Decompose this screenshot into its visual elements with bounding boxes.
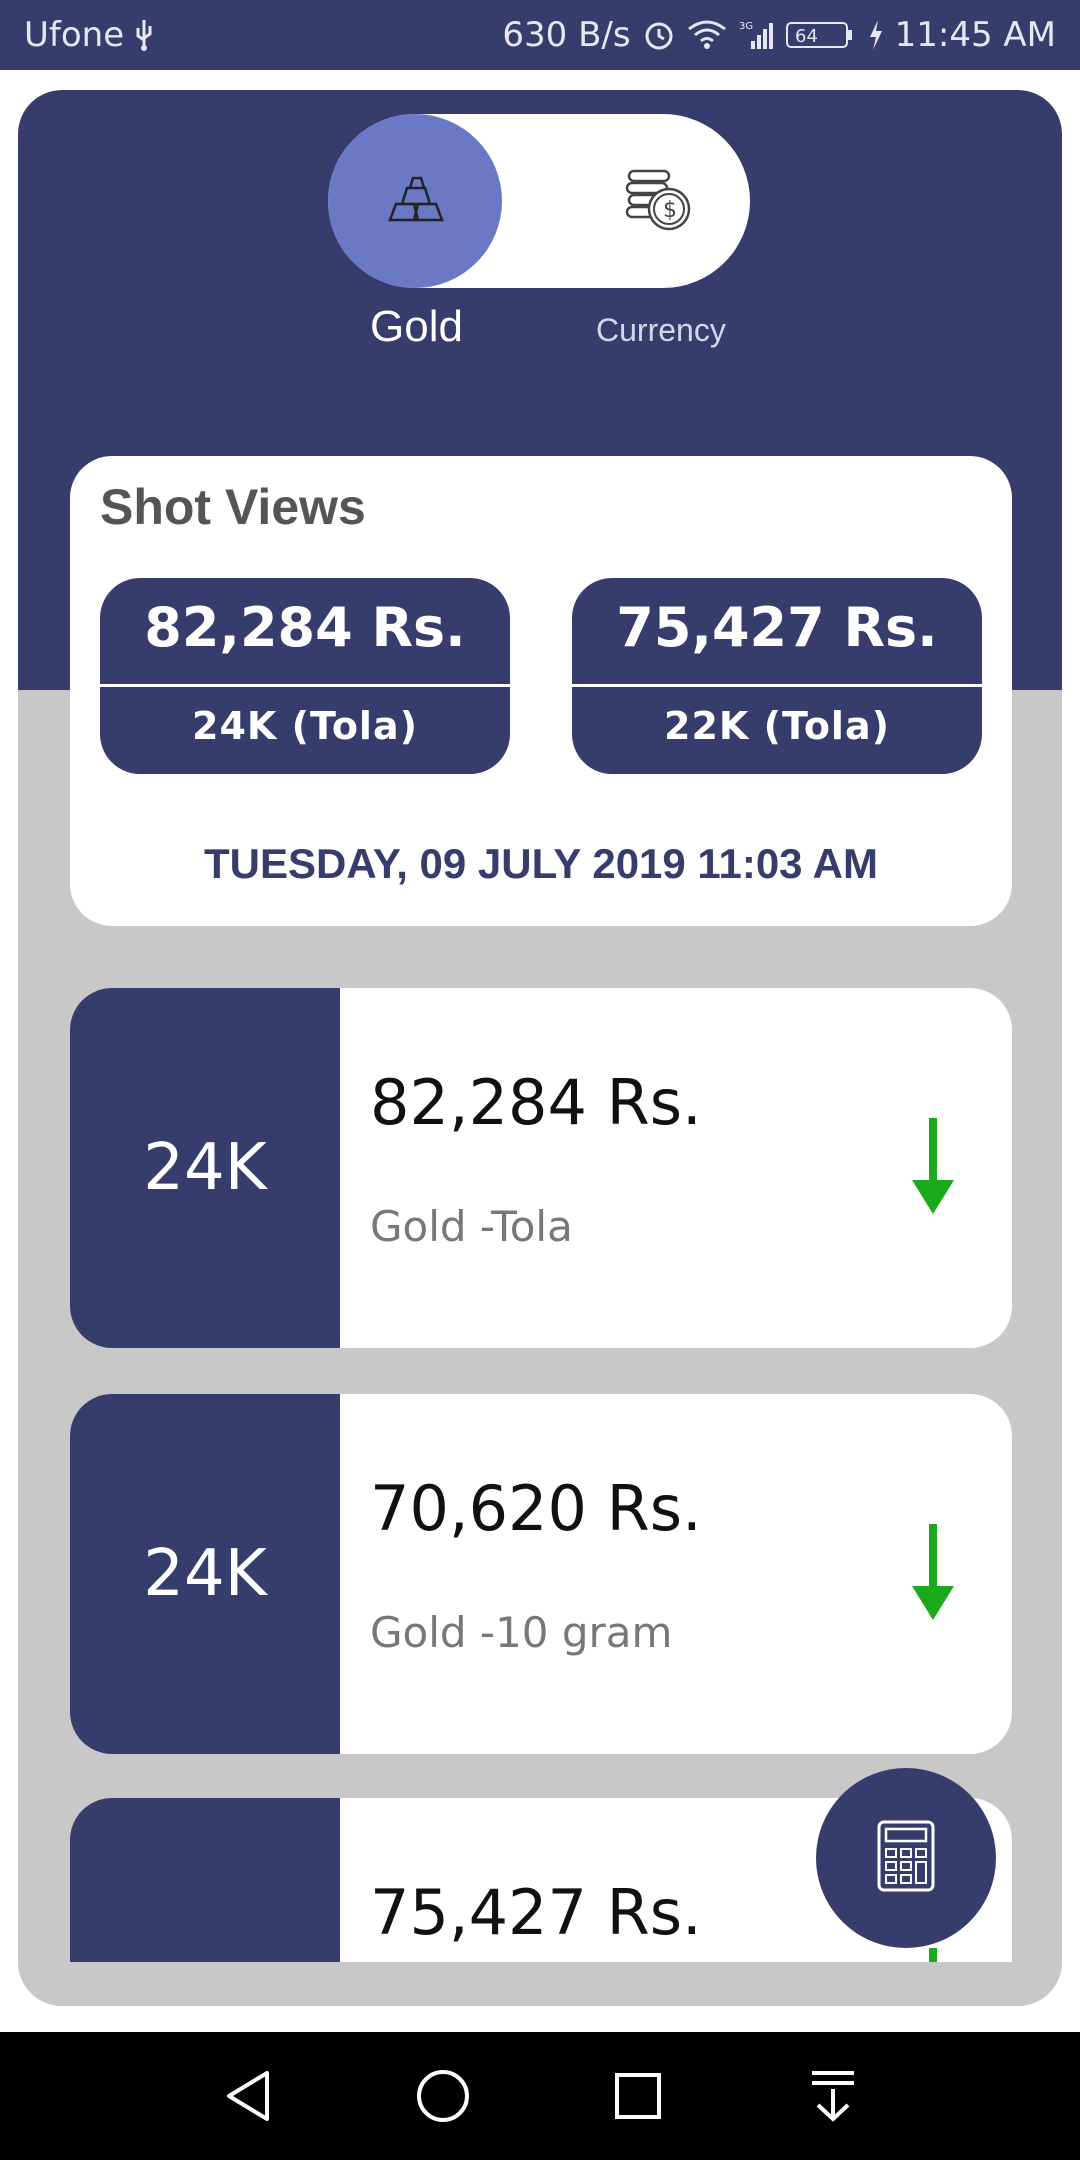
status-bar: Ufone 630 B/s 3G 64 11:45 AM	[0, 0, 1080, 70]
calculator-icon	[876, 1819, 936, 1897]
updated-date: TUESDAY, 09 JULY 2019 11:03 AM	[204, 840, 878, 887]
coins-icon: $	[623, 165, 693, 239]
calculator-button[interactable]	[816, 1768, 996, 1948]
toggle-currency-option[interactable]: $	[608, 152, 708, 252]
usb-icon	[132, 18, 156, 52]
rate-row[interactable]: 24K 70,620 Rs. Gold -10 gram	[70, 1394, 1012, 1754]
rate-row[interactable]: 24K 82,284 Rs. Gold -Tola	[70, 988, 1012, 1348]
system-nav-bar	[0, 2032, 1080, 2160]
pull-down-icon	[811, 2071, 854, 2122]
gold-label[interactable]: Gold	[370, 302, 463, 351]
battery-icon: 64	[785, 19, 857, 51]
shot-price-value: 75,427 Rs.	[616, 596, 938, 659]
divider	[100, 684, 510, 687]
gold-currency-toggle[interactable]: $	[328, 114, 750, 288]
gold-bars-icon	[380, 174, 450, 228]
rate-description: Gold -Tola	[370, 1202, 573, 1251]
carrier-name: Ufone	[24, 15, 125, 55]
svg-text:$: $	[663, 198, 677, 223]
shot-price-label: 22K (Tola)	[664, 704, 890, 748]
status-right: 630 B/s 3G 64 11:45 AM	[502, 15, 1056, 55]
network-speed: 630 B/s	[502, 15, 631, 55]
currency-label[interactable]: Currency	[596, 312, 726, 348]
home-button[interactable]	[403, 2056, 483, 2136]
svg-text:3G: 3G	[739, 21, 753, 32]
notification-pull-button[interactable]	[793, 2056, 873, 2136]
home-circle-icon	[416, 2070, 469, 2122]
toggle-gold-option[interactable]	[328, 114, 502, 288]
down-arrow-icon	[912, 1118, 954, 1214]
clock-time: 11:45 AM	[894, 15, 1056, 55]
shot-price-22k[interactable]: 75,427 Rs. 22K (Tola)	[572, 578, 982, 774]
recents-button[interactable]	[598, 2056, 678, 2136]
shot-views-card: Shot Views 82,284 Rs. 24K (Tola) 75,427 …	[70, 456, 1012, 926]
frame-bottom-edge	[18, 1962, 1062, 2006]
back-triangle-icon	[226, 2071, 269, 2121]
charging-icon	[869, 20, 883, 50]
recents-square-icon	[614, 2073, 661, 2119]
app-frame: $ Gold Currency Shot Views 82,284 Rs. 24…	[18, 90, 1062, 2006]
svg-text:64: 64	[795, 26, 818, 47]
divider	[572, 684, 982, 687]
rate-price: 75,427 Rs.	[370, 1876, 702, 1949]
carrier-group: Ufone	[24, 15, 156, 55]
rate-price: 70,620 Rs.	[370, 1472, 702, 1545]
back-button[interactable]	[208, 2056, 288, 2136]
shot-price-label: 24K (Tola)	[192, 704, 418, 748]
karat-badge: 24K	[70, 988, 340, 1348]
karat-badge: 24K	[70, 1394, 340, 1754]
shot-price-value: 82,284 Rs.	[144, 596, 466, 659]
rate-description: Gold -10 gram	[370, 1608, 673, 1657]
rate-price: 82,284 Rs.	[370, 1066, 702, 1139]
cellular-signal-icon: 3G	[739, 19, 773, 51]
shot-price-24k[interactable]: 82,284 Rs. 24K (Tola)	[100, 578, 510, 774]
down-arrow-icon	[912, 1524, 954, 1620]
wifi-icon	[687, 19, 727, 51]
shot-views-title: Shot Views	[100, 479, 366, 535]
alarm-icon	[643, 19, 675, 51]
